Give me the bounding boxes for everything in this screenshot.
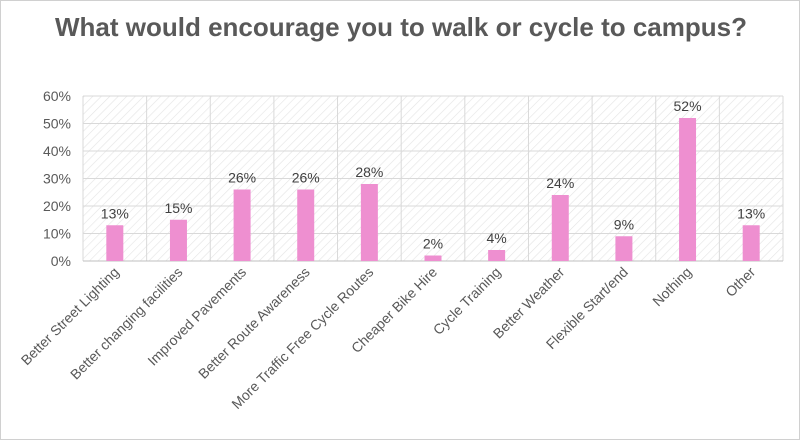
bar [106,225,124,261]
data-label: 9% [614,216,634,232]
data-label: 2% [423,236,443,252]
chart-title: What would encourage you to walk or cycl… [54,12,747,42]
bar [551,195,569,261]
y-tick-label: 0% [51,253,71,269]
data-label: 13% [737,205,765,221]
y-tick-label: 20% [43,198,71,214]
bar [169,219,187,261]
y-tick-label: 40% [43,143,71,159]
y-tick-label: 10% [43,226,71,242]
data-label: 26% [292,170,320,186]
y-tick-label: 30% [43,171,71,187]
category-label: Better changing facilities [67,264,186,383]
y-tick-label: 60% [43,88,71,104]
bar [488,250,506,261]
bar [233,189,251,261]
data-label: 52% [674,98,702,114]
data-label: 24% [546,175,574,191]
bar [297,189,315,261]
data-label: 4% [487,230,507,246]
category-label: Better Route Awareness [195,264,313,382]
category-label: Nothing [649,264,694,309]
bar [360,184,378,261]
category-label: Other [722,264,758,300]
bar [424,255,442,261]
bar [615,236,633,261]
data-label: 15% [164,200,192,216]
data-label: 28% [355,164,383,180]
bar [679,118,697,261]
y-tick-label: 50% [43,116,71,132]
bar [742,225,760,261]
data-label: 13% [101,205,129,221]
data-label: 26% [228,170,256,186]
